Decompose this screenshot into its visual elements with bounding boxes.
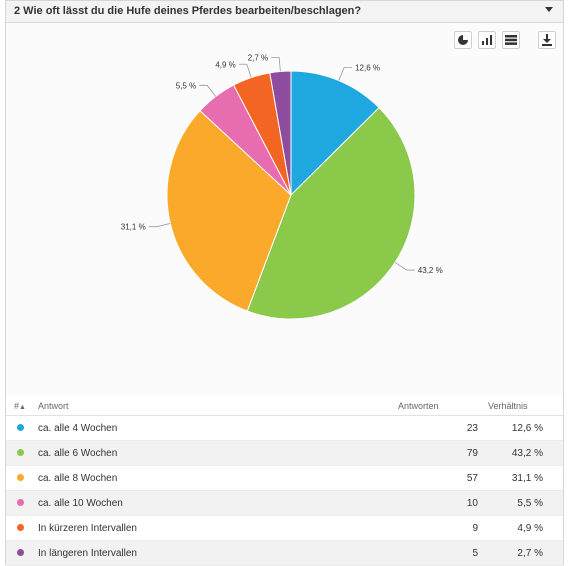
- pie-chart-button[interactable]: [454, 31, 472, 49]
- question-title: 2 Wie oft lässt du die Hufe deines Pferd…: [14, 5, 362, 17]
- row-color-cell: [6, 515, 38, 541]
- pie-leader-line-3: [148, 223, 171, 228]
- table-header-row: #▲ Antwort Antworten Verhältnis: [6, 396, 563, 416]
- pie-leader-line-4: [199, 84, 217, 97]
- row-color-cell: [6, 440, 38, 466]
- row-ratio: 12,6 %: [488, 415, 563, 441]
- legend-dot-icon: [17, 499, 24, 507]
- legend-dot-icon: [17, 449, 24, 457]
- pie-label-3: 31,1 %: [121, 223, 146, 232]
- row-color-cell: [6, 415, 38, 441]
- question-panel: 2 Wie oft lässt du die Hufe deines Pferd…: [5, 0, 564, 566]
- results-table: #▲ Antwort Antworten Verhältnis ca. alle…: [6, 396, 563, 566]
- legend-dot-icon: [17, 524, 24, 532]
- row-ratio: 4,9 %: [488, 515, 563, 541]
- col-index-header[interactable]: #▲: [6, 396, 38, 416]
- row-answer: In kürzeren Intervallen: [38, 515, 398, 541]
- table-row[interactable]: In längeren Intervallen 5 2,7 %: [6, 540, 563, 566]
- pie-label-4: 5,5 %: [176, 81, 196, 90]
- bar-chart-button[interactable]: [478, 31, 496, 49]
- download-button[interactable]: [538, 31, 556, 49]
- row-answer: ca. alle 8 Wochen: [38, 465, 398, 491]
- row-count: 79: [398, 440, 488, 466]
- pie-slice-3[interactable]: [166, 110, 292, 312]
- row-answer: ca. alle 6 Wochen: [38, 440, 398, 466]
- col-index-label: #: [14, 400, 20, 411]
- pie-chart: 12,6 % 43,2 % 31,1 % 5,5 % 4,9 % 2,7 %: [121, 54, 443, 320]
- bar-chart-icon: [482, 35, 492, 45]
- legend-dot-icon: [17, 474, 24, 482]
- pie-slice-2[interactable]: [246, 106, 416, 320]
- legend-dot-icon: [17, 424, 24, 432]
- col-count-header[interactable]: Antworten: [398, 396, 488, 416]
- row-color-cell: [6, 490, 38, 516]
- sort-asc-icon: ▲: [19, 403, 26, 411]
- chevron-down-icon[interactable]: [545, 7, 553, 12]
- pie-label-1: 12,6 %: [355, 64, 380, 73]
- pie-leader-line-5: [238, 63, 252, 78]
- row-count: 23: [398, 415, 488, 441]
- chart-area: 12,6 % 43,2 % 31,1 % 5,5 % 4,9 % 2,7 %: [6, 23, 563, 396]
- table-row[interactable]: ca. alle 4 Wochen 23 12,6 %: [6, 415, 563, 441]
- row-color-cell: [6, 465, 38, 491]
- pie-label-6: 2,7 %: [248, 54, 268, 63]
- table-row[interactable]: ca. alle 8 Wochen 57 31,1 %: [6, 465, 563, 491]
- row-answer: ca. alle 10 Wochen: [38, 490, 398, 516]
- row-count: 57: [398, 465, 488, 491]
- col-answer-header[interactable]: Antwort: [38, 396, 398, 416]
- row-count: 5: [398, 540, 488, 566]
- table-row[interactable]: ca. alle 6 Wochen 79 43,2 %: [6, 440, 563, 466]
- pie-leader-line-2: [394, 262, 415, 271]
- row-ratio: 31,1 %: [488, 465, 563, 491]
- download-icon: [542, 34, 552, 46]
- row-ratio: 43,2 %: [488, 440, 563, 466]
- legend-dot-icon: [17, 549, 24, 557]
- row-answer: ca. alle 4 Wochen: [38, 415, 398, 441]
- question-header[interactable]: 2 Wie oft lässt du die Hufe deines Pferd…: [6, 1, 563, 23]
- pie-label-5: 4,9 %: [215, 60, 235, 69]
- pie-leader-line-6: [271, 57, 281, 72]
- pie-chart-icon: [458, 35, 468, 45]
- table-row[interactable]: In kürzeren Intervallen 9 4,9 %: [6, 515, 563, 541]
- table-row[interactable]: ca. alle 10 Wochen 10 5,5 %: [6, 490, 563, 516]
- pie-slice-1[interactable]: [290, 70, 380, 197]
- table-view-button[interactable]: [502, 31, 520, 49]
- pie-leader-line-1: [338, 67, 353, 81]
- row-count: 9: [398, 515, 488, 541]
- row-ratio: 5,5 %: [488, 490, 563, 516]
- col-ratio-header[interactable]: Verhältnis: [488, 396, 563, 416]
- row-count: 10: [398, 490, 488, 516]
- row-color-cell: [6, 540, 38, 566]
- row-answer: In längeren Intervallen: [38, 540, 398, 566]
- table-icon: [505, 35, 517, 45]
- row-ratio: 2,7 %: [488, 540, 563, 566]
- pie-label-2: 43,2 %: [418, 266, 443, 275]
